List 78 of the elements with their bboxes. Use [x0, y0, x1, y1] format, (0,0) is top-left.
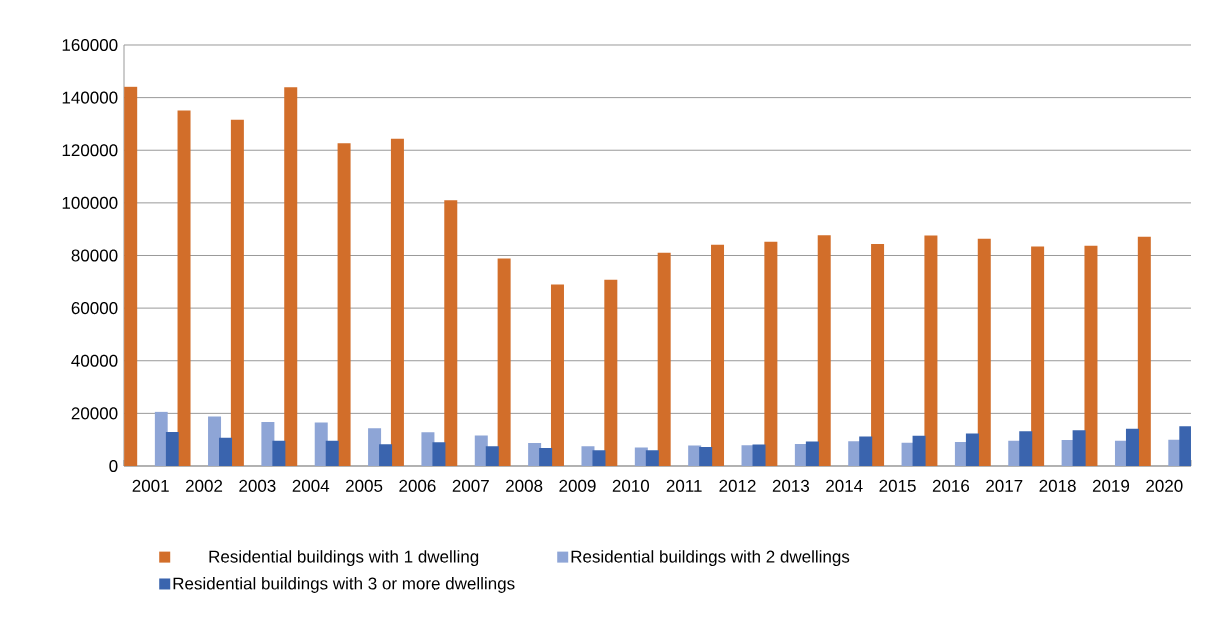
x-tick-label: 2013 [772, 479, 810, 492]
bar [965, 433, 979, 466]
x-tick-label: 2005 [346, 479, 383, 492]
bar [219, 437, 233, 466]
bar [314, 422, 328, 466]
x-tick-label: 2014 [826, 479, 863, 492]
y-tick-label: 120000 [62, 144, 118, 157]
x-tick-label: 2012 [719, 479, 756, 492]
bar [272, 440, 286, 466]
bar [764, 241, 778, 466]
bar [1031, 246, 1045, 466]
y-tick-label: 100000 [62, 196, 118, 209]
x-tick-label: 2011 [666, 479, 702, 492]
bar [230, 119, 244, 466]
legend-label: Residential buildings with 3 or more dwellings [173, 577, 515, 593]
bar [1137, 236, 1151, 466]
bar [711, 244, 725, 466]
x-tick-label: 2015 [879, 479, 916, 492]
x-tick-label: 2003 [239, 479, 276, 492]
bar [261, 422, 275, 466]
y-tick-label: 20000 [71, 407, 118, 420]
bar [657, 252, 671, 466]
y-tick-label: 0 [109, 459, 118, 473]
x-tick-label: 2001 [132, 479, 169, 492]
y-tick-label: 80000 [71, 249, 118, 262]
bar [368, 428, 382, 466]
x-tick-label: 2008 [506, 479, 543, 492]
bar [474, 435, 488, 466]
legend-label: Residential buildings with 2 dwellings [571, 550, 850, 567]
bar [592, 450, 606, 466]
bar [165, 432, 179, 466]
y-tick-label: 60000 [71, 302, 118, 315]
x-tick-label: 2017 [986, 479, 1023, 492]
legend-label: Residential buildings with 1 dwelling [209, 550, 479, 567]
bar [977, 238, 991, 466]
bar [699, 447, 713, 466]
bar [645, 450, 659, 466]
bar [550, 284, 564, 466]
y-tick-label: 40000 [71, 354, 118, 367]
bar [912, 435, 926, 466]
bar [154, 411, 168, 466]
bar [1084, 245, 1098, 466]
bar [208, 416, 222, 466]
bar [379, 444, 393, 466]
bar [752, 444, 766, 466]
bar [1125, 428, 1139, 466]
bar [1179, 426, 1191, 466]
x-tick-label: 2007 [452, 479, 489, 492]
x-tick-label: 2004 [292, 479, 330, 492]
x-tick-label: 2016 [932, 479, 970, 492]
y-tick-label: 140000 [62, 91, 118, 104]
bar [485, 446, 499, 466]
bar [924, 235, 938, 466]
bar [1072, 430, 1086, 466]
bar [284, 87, 298, 466]
x-tick-label: 2019 [1092, 479, 1130, 492]
bar [432, 442, 446, 466]
bar [337, 143, 351, 466]
bar [1019, 431, 1033, 466]
bar [817, 235, 831, 466]
bar [124, 86, 138, 466]
bar [805, 441, 819, 466]
bar [177, 110, 191, 466]
bar [859, 436, 873, 466]
x-tick-label: 2006 [399, 479, 436, 492]
x-tick-label: 2010 [612, 479, 650, 492]
x-tick-label: 2018 [1039, 479, 1076, 492]
bar [871, 243, 885, 466]
bar [390, 138, 404, 466]
x-tick-label: 2002 [185, 479, 223, 492]
bar [539, 448, 553, 466]
x-tick-label: 2020 [1146, 479, 1183, 492]
bar [497, 258, 511, 466]
x-tick-label: 2009 [559, 479, 596, 492]
y-tick-label: 160000 [62, 38, 118, 52]
bar [604, 279, 618, 466]
bar [444, 200, 458, 466]
bar [325, 440, 339, 466]
